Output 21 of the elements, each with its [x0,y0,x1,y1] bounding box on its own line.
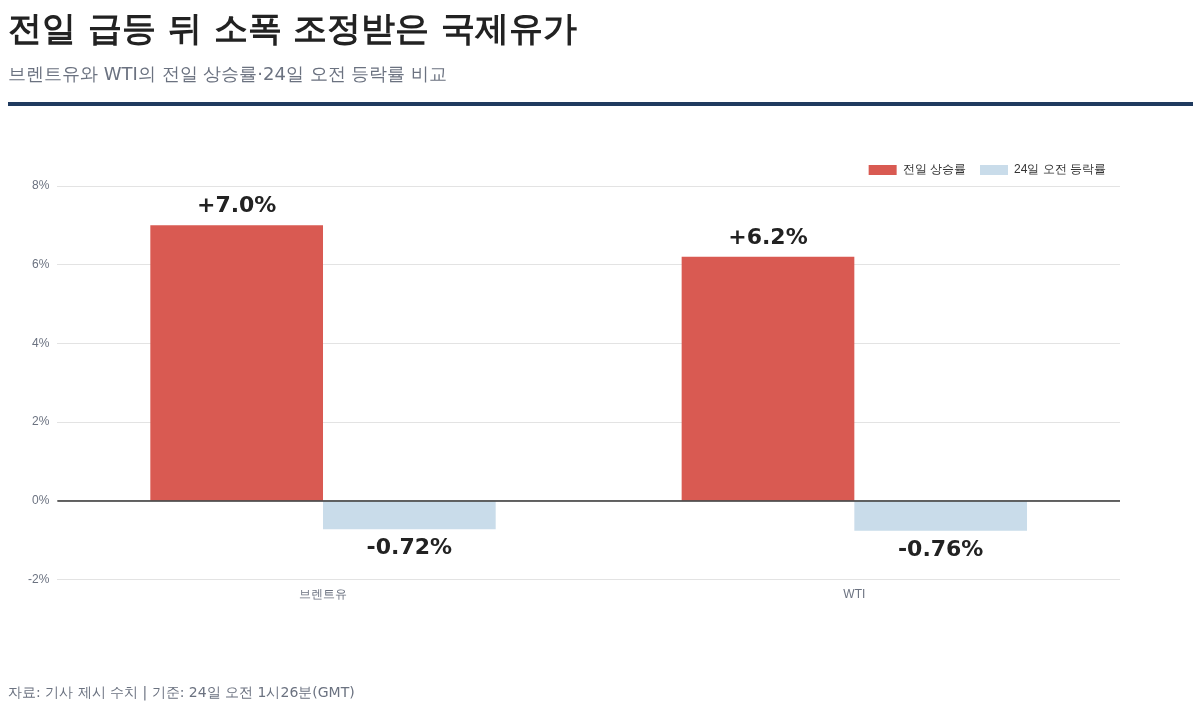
chart-subtitle: 브렌트유와 WTI의 전일 상승률·24일 오전 등락률 비교 [8,62,448,86]
bar [854,501,1028,531]
y-tick-label: 8% [32,178,50,193]
text: 자료: 기사 제시 수치 | 기준: 24일 오전 1시26분(GMT) [8,684,355,702]
data-label: +6.2% [728,223,808,249]
x-tick-label: WTI [843,587,866,602]
legend-label: 24일 오전 등락률 [1013,162,1106,177]
data-label: +7.0% [196,192,277,218]
y-tick-label: 4% [32,335,50,350]
data-label: -0.76% [897,535,984,561]
chart-title: 전일 급등 뒤 소폭 조정받은 국제유가 [8,7,578,50]
bar [681,256,855,501]
bar [150,225,324,501]
y-tick-label: -2% [28,571,50,586]
y-tick-label: 2% [32,414,50,429]
x-tick-label: 브렌트유 [299,587,347,602]
y-tick-label: 6% [32,257,50,272]
y-tick-label: 0% [32,493,50,508]
bar [323,501,496,530]
legend-label: 전일 상승률 [902,162,966,177]
data-label: -0.72% [366,533,453,559]
